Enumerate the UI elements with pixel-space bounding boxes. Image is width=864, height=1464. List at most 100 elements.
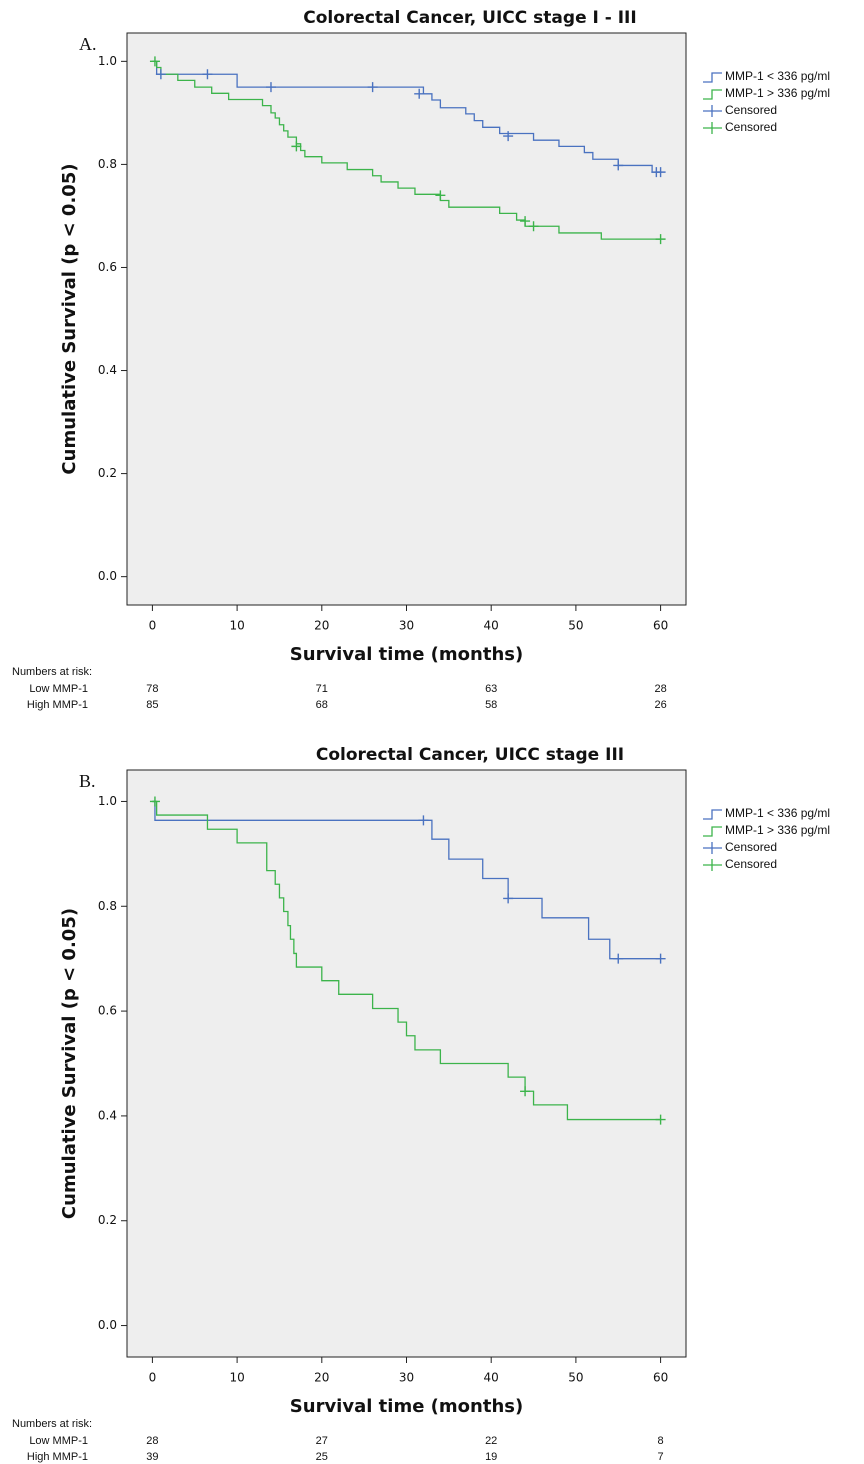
censor-mark [367, 82, 378, 93]
legend-swatch [703, 826, 722, 837]
x-tick-label: 20 [314, 619, 329, 633]
risk-value: 28 [654, 683, 666, 695]
censor-mark [520, 216, 531, 227]
censor-mark [655, 167, 666, 178]
survival-curve [152, 800, 661, 960]
censor-mark [435, 190, 446, 201]
y-tick-label: 0.8 [98, 157, 117, 171]
risk-value: 68 [316, 699, 328, 711]
risk-table-title: Numbers at risk: [12, 1418, 92, 1430]
legend-swatch [703, 122, 722, 134]
chart-title: Colorectal Cancer, UICC stage III [316, 745, 624, 765]
risk-value: 78 [146, 683, 158, 695]
x-tick-label: 60 [653, 1371, 668, 1385]
y-tick-label: 0.8 [98, 899, 117, 913]
censor-mark [655, 234, 666, 245]
y-tick-label: 0.0 [98, 1318, 117, 1332]
y-tick-label: 0.2 [98, 466, 117, 480]
x-tick-label: 0 [149, 1371, 157, 1385]
y-tick-label: 0.4 [98, 1108, 117, 1122]
x-tick-label: 20 [314, 1371, 329, 1385]
survival-curve [152, 60, 661, 173]
risk-value: 7 [658, 1451, 664, 1463]
risk-value: 26 [654, 699, 666, 711]
y-tick-label: 0.2 [98, 1213, 117, 1227]
x-tick-label: 10 [229, 619, 244, 633]
legend-label: MMP-1 > 336 pg/ml [725, 86, 830, 100]
x-tick-label: 50 [568, 1371, 583, 1385]
x-axis-label: Survival time (months) [290, 1396, 523, 1417]
censor-mark [418, 815, 429, 826]
risk-value: 63 [485, 683, 497, 695]
censor-mark [655, 953, 666, 964]
risk-value: 22 [485, 1435, 497, 1447]
risk-value: 27 [316, 1435, 328, 1447]
x-tick-label: 50 [568, 619, 583, 633]
censor-mark [528, 221, 539, 232]
panel: Colorectal Cancer, UICC stage I - III A. 0… [12, 8, 830, 711]
risk-row-label: High MMP-1 [27, 699, 88, 711]
censor-mark [613, 160, 624, 171]
y-tick-label: 0.0 [98, 569, 117, 583]
survival-curve [152, 60, 661, 240]
x-tick-label: 0 [149, 619, 157, 633]
risk-row-label: Low MMP-1 [29, 1435, 88, 1447]
plot-area [126, 32, 687, 606]
x-tick-label: 10 [229, 1371, 244, 1385]
censor-mark [655, 1114, 666, 1125]
panel-label: A. [79, 34, 97, 54]
x-tick-label: 60 [653, 619, 668, 633]
panel: Colorectal Cancer, UICC stage III B. 0.0 0.… [12, 745, 830, 1463]
legend-swatch [703, 105, 722, 117]
censor-mark [265, 82, 276, 93]
legend-label: Censored [725, 840, 777, 854]
risk-table-title: Numbers at risk: [12, 666, 92, 678]
legend-label: Censored [725, 103, 777, 117]
censor-mark [503, 131, 514, 142]
risk-value: 58 [485, 699, 497, 711]
risk-row-label: Low MMP-1 [29, 683, 88, 695]
legend-label: Censored [725, 857, 777, 871]
risk-value: 8 [658, 1435, 664, 1447]
panel-label: B. [79, 771, 96, 791]
censor-mark [414, 88, 425, 99]
y-axis-label: Cumulative Survival (p < 0.05) [59, 908, 80, 1219]
censor-mark [613, 953, 624, 964]
legend-swatch [703, 809, 722, 820]
censor-mark [202, 69, 213, 80]
censor-mark [149, 796, 160, 807]
plot-area [126, 769, 687, 1358]
legend-swatch [703, 842, 722, 854]
x-tick-label: 30 [399, 619, 414, 633]
censor-mark [291, 141, 302, 152]
y-tick-label: 1.0 [98, 54, 117, 68]
risk-value: 85 [146, 699, 158, 711]
x-tick-label: 40 [484, 1371, 499, 1385]
censor-mark [155, 69, 166, 80]
legend-swatch [703, 859, 722, 871]
y-tick-label: 0.6 [98, 260, 117, 274]
x-axis-label: Survival time (months) [290, 644, 523, 665]
risk-value: 25 [316, 1451, 328, 1463]
censor-mark [520, 1086, 531, 1097]
y-axis-label: Cumulative Survival (p < 0.05) [59, 163, 80, 474]
risk-row-label: High MMP-1 [27, 1451, 88, 1463]
censor-mark [503, 893, 514, 904]
legend-swatch [703, 72, 722, 83]
legend-label: MMP-1 > 336 pg/ml [725, 823, 830, 837]
censor-mark [149, 56, 160, 67]
legend-label: Censored [725, 120, 777, 134]
risk-value: 19 [485, 1451, 497, 1463]
x-tick-label: 40 [484, 619, 499, 633]
y-tick-label: 1.0 [98, 794, 117, 808]
legend-label: MMP-1 < 336 pg/ml [725, 69, 830, 83]
y-tick-label: 0.6 [98, 1004, 117, 1018]
legend-swatch [703, 89, 722, 100]
risk-value: 71 [316, 683, 328, 695]
legend-label: MMP-1 < 336 pg/ml [725, 806, 830, 820]
chart-title: Colorectal Cancer, UICC stage I - III [303, 8, 636, 28]
risk-value: 39 [146, 1451, 158, 1463]
x-tick-label: 30 [399, 1371, 414, 1385]
y-tick-label: 0.4 [98, 363, 117, 377]
